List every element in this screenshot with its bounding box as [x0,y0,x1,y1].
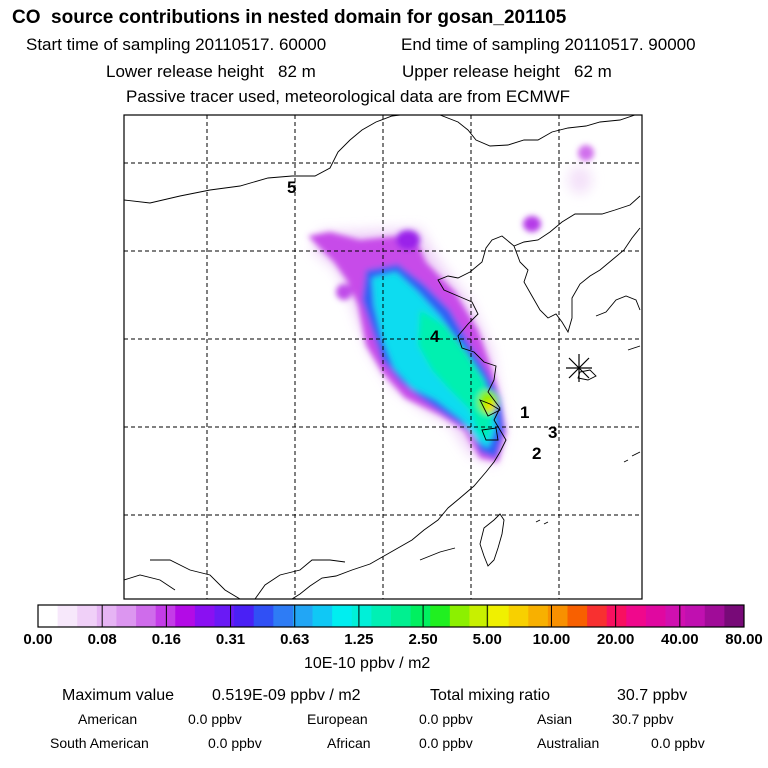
colorbar-cell [194,605,215,627]
colorbar-cell [724,605,745,627]
colorbar-tick-label: 0.31 [215,631,246,648]
region-label-4: 4 [430,327,440,346]
upper-release-height: Upper release height 62 m [402,62,612,81]
region-label-5: 5 [287,178,296,197]
region-label-1: 1 [520,403,529,422]
colorbar-cell [547,605,568,627]
colorbar-cell [528,605,549,627]
concentration-plume [308,145,594,465]
chart-title: CO source contributions in nested domain… [12,7,567,28]
colorbar-cell [587,605,608,627]
colorbar-cell [567,605,588,627]
plot-frame [123,114,643,600]
colorbar-cell [489,605,510,627]
colorbar-cell [469,605,490,627]
colorbar-cell [685,605,706,627]
colorbar-tick-label: 10.00 [532,631,571,648]
colorbar-cell [273,605,294,627]
colorbar-tick-label: 20.00 [596,631,635,648]
source-south-american-value: 0.0 ppbv [208,735,262,751]
colorbar-cell [253,605,274,627]
colorbar-cell [136,605,157,627]
colorbar-cell [645,605,666,627]
coastlines [124,115,641,599]
source-european-label: European [307,711,368,727]
colorbar-cell [175,605,196,627]
plume-spot-north [523,216,541,232]
colorbar-tick-label: 0.63 [280,631,310,648]
colorbar-frame [37,604,745,628]
source-american-label: American [78,711,138,727]
colorbar-tick-label: 80.00 [725,631,763,648]
total-mixing-value: 30.7 ppbv [617,687,688,704]
source-australian-value: 0.0 ppbv [651,735,705,751]
colorbar-tick-label: 2.50 [408,631,438,648]
colorbar-cell [96,605,117,627]
max-value-label: Maximum value [62,687,175,704]
source-african-value: 0.0 ppbv [419,735,473,751]
start-time: Start time of sampling 20110517. 60000 [26,35,327,54]
colorbar-cell [332,605,353,627]
colorbar-tick-label: 0.16 [151,631,181,648]
colorbar-cell [57,605,78,627]
source-asian-value: 30.7 ppbv [612,711,674,727]
colorbar-cell [312,605,333,627]
max-value: 0.519E-09 ppbv / m2 [212,687,361,704]
colorbar-cell [351,605,372,627]
source-australian-label: Australian [537,735,600,751]
colorbar-cell [234,605,255,627]
colorbar-cell [38,605,59,627]
plume-spot-west [336,284,352,300]
plume-teal [418,310,494,440]
tracer-note: Passive tracer used, meteorological data… [126,87,571,106]
source-south-american-label: South American [50,735,149,751]
colorbar-cell [155,605,176,627]
colorbar-cell [430,605,451,627]
colorbar-cell [665,605,686,627]
colorbar-tick-label: 0.08 [87,631,117,648]
source-african-label: African [327,735,371,751]
source-asian-label: Asian [537,711,573,727]
plume-spot-north2 [396,230,420,250]
colorbar-tick-label: 0.00 [23,631,53,648]
plume-spot-ne [578,145,594,161]
colorbar-tick-label: 40.00 [661,631,699,648]
plume-patch [568,166,592,194]
region-label-2: 2 [532,444,541,463]
colorbar-cell [116,605,137,627]
colorbar-cell [410,605,431,627]
total-mixing-label: Total mixing ratio [430,687,551,704]
colorbar-cell [391,605,412,627]
colorbar-tick-label: 1.25 [344,631,374,648]
colorbar-cell [704,605,725,627]
colorbar-cell [449,605,470,627]
source-american-value: 0.0 ppbv [188,711,242,727]
colorbar-cell [626,605,647,627]
lower-release-height: Lower release height 82 m [106,62,316,81]
colorbar-units: 10E-10 ppbv / m2 [304,655,431,672]
colorbar-cell [371,605,392,627]
colorbar [37,604,745,628]
colorbar-cell [77,605,98,627]
colorbar-cell [292,605,313,627]
colorbar-cell [508,605,529,627]
region-label-3: 3 [548,423,557,442]
colorbar-tick-label: 5.00 [472,631,502,648]
map-grid [124,115,642,599]
end-time: End time of sampling 20110517. 90000 [401,35,696,54]
colorbar-cell [214,605,235,627]
receptor-marker [566,354,592,382]
colorbar-cell [606,605,627,627]
source-european-value: 0.0 ppbv [419,711,473,727]
